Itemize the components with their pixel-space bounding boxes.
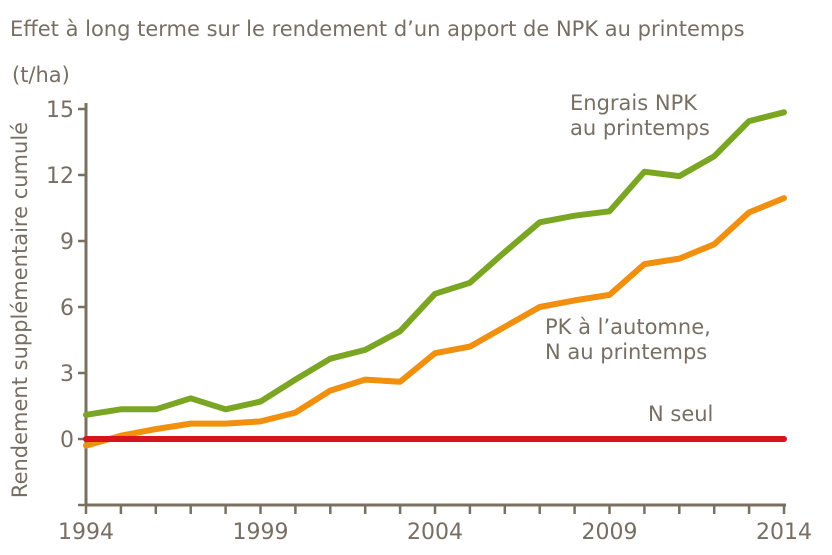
y-axis-label: Rendement supplémentaire cumulé xyxy=(8,122,32,498)
series-line xyxy=(83,109,787,418)
series-line xyxy=(83,195,787,449)
x-tick-label: 1999 xyxy=(233,520,289,545)
series-label: PK à l’automne, xyxy=(545,315,711,339)
series-label: N au printemps xyxy=(545,340,707,364)
series-label: Engrais NPK xyxy=(570,91,698,115)
series-label: N seul xyxy=(648,402,713,426)
y-tick-label: 6 xyxy=(60,296,74,321)
x-tick-label: 2014 xyxy=(756,520,812,545)
x-tick-label: 2009 xyxy=(582,520,638,545)
chart-title: Effet à long terme sur le rendement d’un… xyxy=(10,17,745,41)
x-tick-label: 2004 xyxy=(407,520,463,545)
y-tick-label: 0 xyxy=(60,428,74,453)
y-tick-label: 12 xyxy=(46,164,74,189)
y-unit: (t/ha) xyxy=(12,63,70,87)
y-tick-label: 3 xyxy=(60,362,74,387)
series-label: au printemps xyxy=(570,116,710,140)
x-tick-label: 1994 xyxy=(58,520,114,545)
y-tick-label: 9 xyxy=(60,230,74,255)
y-tick-label: 15 xyxy=(46,98,74,123)
